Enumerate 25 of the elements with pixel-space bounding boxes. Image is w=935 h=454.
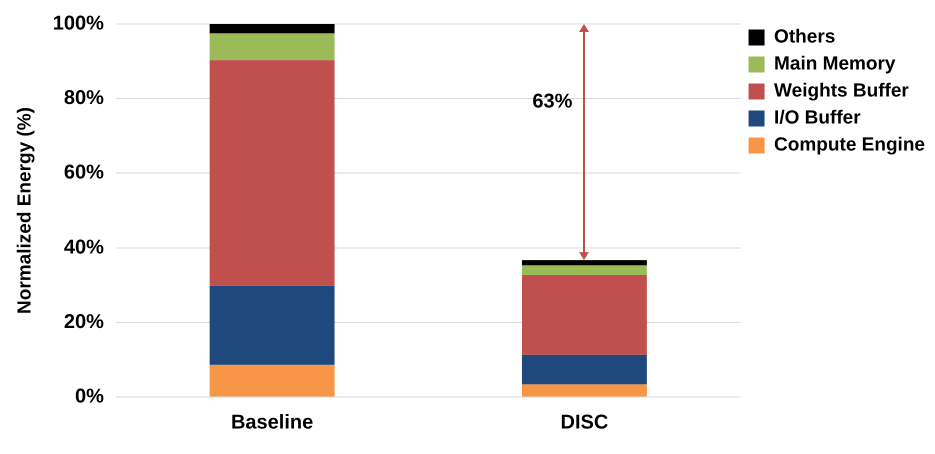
legend-label: I/O Buffer — [774, 108, 862, 129]
y-tick-label: 80% — [64, 87, 104, 110]
x-tick-label: DISC — [560, 412, 608, 434]
bar — [210, 33, 335, 60]
y-tick-label: 0% — [75, 386, 104, 408]
legend-label: Main Memory — [774, 54, 896, 75]
bar — [522, 265, 647, 276]
legend-label: Compute Engine — [774, 134, 926, 156]
bar — [522, 354, 647, 384]
y-tick-label: 20% — [64, 310, 104, 333]
y-tick-label: 100% — [52, 12, 104, 35]
bar — [210, 60, 335, 286]
bar — [210, 24, 335, 34]
y-axis-title: Normalized Energy (%) — [14, 107, 36, 314]
bar — [522, 275, 647, 355]
annotation: 63% — [532, 90, 573, 112]
bar — [522, 260, 647, 266]
bar — [210, 286, 335, 365]
y-tick-label: 40% — [64, 236, 104, 258]
legend-label: Weights Buffer — [774, 80, 910, 102]
y-tick-label: 60% — [64, 162, 104, 184]
bar — [210, 364, 335, 396]
x-tick-label: Baseline — [230, 412, 314, 434]
legend-label: Others — [774, 26, 836, 48]
bar — [522, 384, 647, 396]
